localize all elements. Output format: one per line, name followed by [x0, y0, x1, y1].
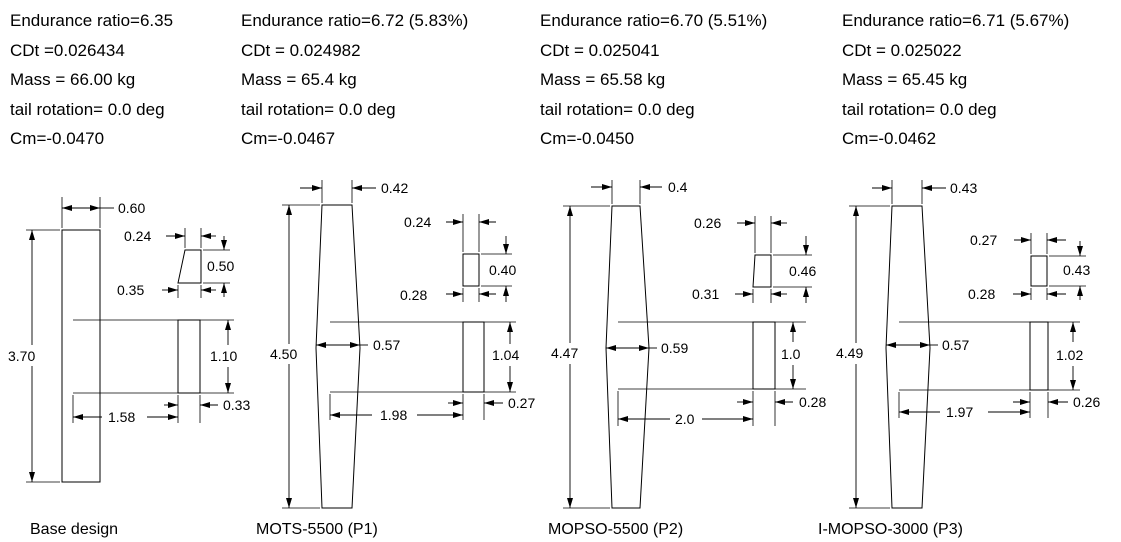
dim-vt-height: 0.40	[489, 262, 516, 278]
endurance-ratio: Endurance ratio=6.71 (5.67%)	[842, 11, 1070, 30]
tail-rotation: tail rotation= 0.0 deg	[10, 99, 165, 119]
moment-coefficient: Cm=-0.0470	[10, 129, 105, 148]
moment-coefficient: Cm=-0.0462	[842, 129, 937, 148]
dim-tail-chord: 0.27	[508, 395, 535, 411]
dim-vt-top-chord: 0.27	[970, 232, 997, 248]
wing-planform	[61, 229, 101, 483]
wing-planform	[885, 205, 931, 509]
vertical-tail-planform	[177, 249, 202, 284]
spec-block-base: Endurance ratio=6.35 CDt =0.026434 Mass …	[10, 6, 173, 154]
drag-coefficient: CDt = 0.024982	[241, 40, 361, 60]
dim-boom-length: 1.58	[108, 409, 135, 425]
horizontal-tail-planform	[462, 321, 485, 393]
tail-rotation: tail rotation= 0.0 deg	[540, 99, 695, 119]
dim-tail-span: 1.04	[492, 347, 519, 363]
drag-coefficient: CDt =0.026434	[10, 40, 125, 60]
dim-span: 3.70	[8, 348, 35, 364]
dim-root-chord: 0.57	[373, 337, 400, 353]
dim-vt-top-chord: 0.24	[404, 214, 431, 230]
dim-vt-root-chord: 0.35	[117, 282, 144, 298]
wing-planform	[605, 205, 650, 509]
dim-vt-height: 0.46	[789, 263, 816, 279]
tail-rotation: tail rotation= 0.0 deg	[241, 99, 396, 119]
dim-tail-span: 1.10	[210, 348, 237, 364]
endurance-ratio: Endurance ratio=6.70 (5.51%)	[540, 11, 768, 30]
dim-boom-length: 2.0	[675, 411, 695, 427]
dim-vt-root-chord: 0.28	[400, 287, 427, 303]
design-caption: Base design	[30, 521, 118, 538]
horizontal-tail-planform	[177, 319, 201, 394]
dim-tail-chord: 0.26	[1073, 394, 1100, 410]
dim-tail-chord: 0.28	[799, 394, 826, 410]
dim-boom-length: 1.97	[946, 404, 973, 420]
dim-tip-chord: 0.42	[381, 180, 408, 196]
dim-span: 4.47	[551, 345, 578, 361]
dim-span: 4.49	[836, 345, 863, 361]
mass: Mass = 65.45 kg	[842, 70, 968, 89]
endurance-ratio: Endurance ratio=6.35	[10, 11, 174, 30]
dim-root-chord: 0.59	[661, 340, 688, 356]
dim-vt-root-chord: 0.31	[692, 286, 719, 302]
horizontal-tail-planform	[1029, 321, 1049, 391]
vertical-tail-planform	[1030, 255, 1048, 287]
dim-tail-span: 1.02	[1056, 347, 1083, 363]
dim-vt-height: 0.43	[1063, 262, 1090, 278]
dim-root-chord: 0.57	[942, 337, 969, 353]
endurance-ratio: Endurance ratio=6.72 (5.83%)	[241, 11, 469, 30]
dim-span: 4.50	[270, 346, 297, 362]
dim-tip-chord: 0.4	[668, 179, 688, 195]
dim-tip-chord: 0.43	[950, 180, 977, 196]
design-p1-drawing: 0.42 4.50 0.57 0.24 0.40 0.28 1.04	[256, 180, 535, 538]
dim-wing-chord: 0.60	[118, 200, 145, 216]
design-base-drawing: 0.60 3.70 0.24 0.50 0.35 1.10 0	[8, 197, 250, 538]
wing-planform	[315, 204, 361, 509]
horizontal-tail-planform	[752, 321, 776, 390]
dim-tail-span: 1.0	[781, 346, 801, 362]
design-p3-drawing: 0.43 4.49 0.57 0.27 0.43 0.28 1.02	[818, 180, 1100, 538]
vertical-tail-planform	[462, 253, 480, 287]
design-caption: I-MOPSO-3000 (P3)	[818, 521, 963, 538]
dim-vt-height: 0.50	[207, 258, 234, 274]
moment-coefficient: Cm=-0.0450	[540, 129, 635, 148]
mass: Mass = 66.00 kg	[10, 70, 136, 89]
mass: Mass = 65.4 kg	[241, 70, 357, 89]
spec-block-p1: Endurance ratio=6.72 (5.83%) CDt = 0.024…	[241, 6, 468, 154]
dim-vt-top-chord: 0.24	[124, 228, 151, 244]
mass: Mass = 65.58 kg	[540, 70, 666, 89]
design-caption: MOTS-5500 (P1)	[256, 521, 378, 538]
moment-coefficient: Cm=-0.0467	[241, 129, 336, 148]
spec-block-p2: Endurance ratio=6.70 (5.51%) CDt = 0.025…	[540, 6, 767, 154]
dim-vt-top-chord: 0.26	[694, 215, 721, 231]
drag-coefficient: CDt = 0.025022	[842, 40, 962, 60]
drag-coefficient: CDt = 0.025041	[540, 40, 660, 60]
design-caption: MOPSO-5500 (P2)	[548, 521, 683, 538]
vertical-tail-planform	[752, 254, 772, 288]
dim-boom-length: 1.98	[380, 407, 407, 423]
dim-vt-root-chord: 0.28	[968, 286, 995, 302]
dim-tail-chord: 0.33	[223, 397, 250, 413]
design-p2-drawing: 0.4 4.47 0.59 0.26 0.46 0.31 1.0	[548, 179, 826, 538]
tail-rotation: tail rotation= 0.0 deg	[842, 99, 997, 119]
spec-block-p3: Endurance ratio=6.71 (5.67%) CDt = 0.025…	[842, 6, 1069, 154]
